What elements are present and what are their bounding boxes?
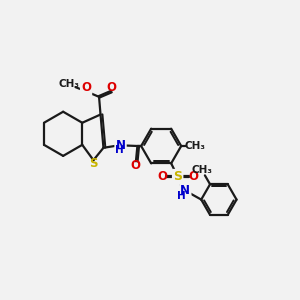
- Text: H: H: [177, 191, 186, 201]
- Text: CH₃: CH₃: [58, 79, 80, 89]
- Text: S: S: [173, 170, 182, 183]
- Text: N: N: [116, 139, 125, 152]
- Text: O: O: [158, 170, 167, 183]
- Text: H: H: [115, 146, 123, 155]
- Text: CH₃: CH₃: [191, 165, 212, 175]
- Text: O: O: [130, 159, 140, 172]
- Text: O: O: [81, 81, 91, 94]
- Text: O: O: [106, 81, 116, 94]
- Text: N: N: [180, 184, 190, 197]
- Text: S: S: [89, 158, 98, 170]
- Text: CH₃: CH₃: [184, 141, 205, 151]
- Text: O: O: [188, 170, 198, 183]
